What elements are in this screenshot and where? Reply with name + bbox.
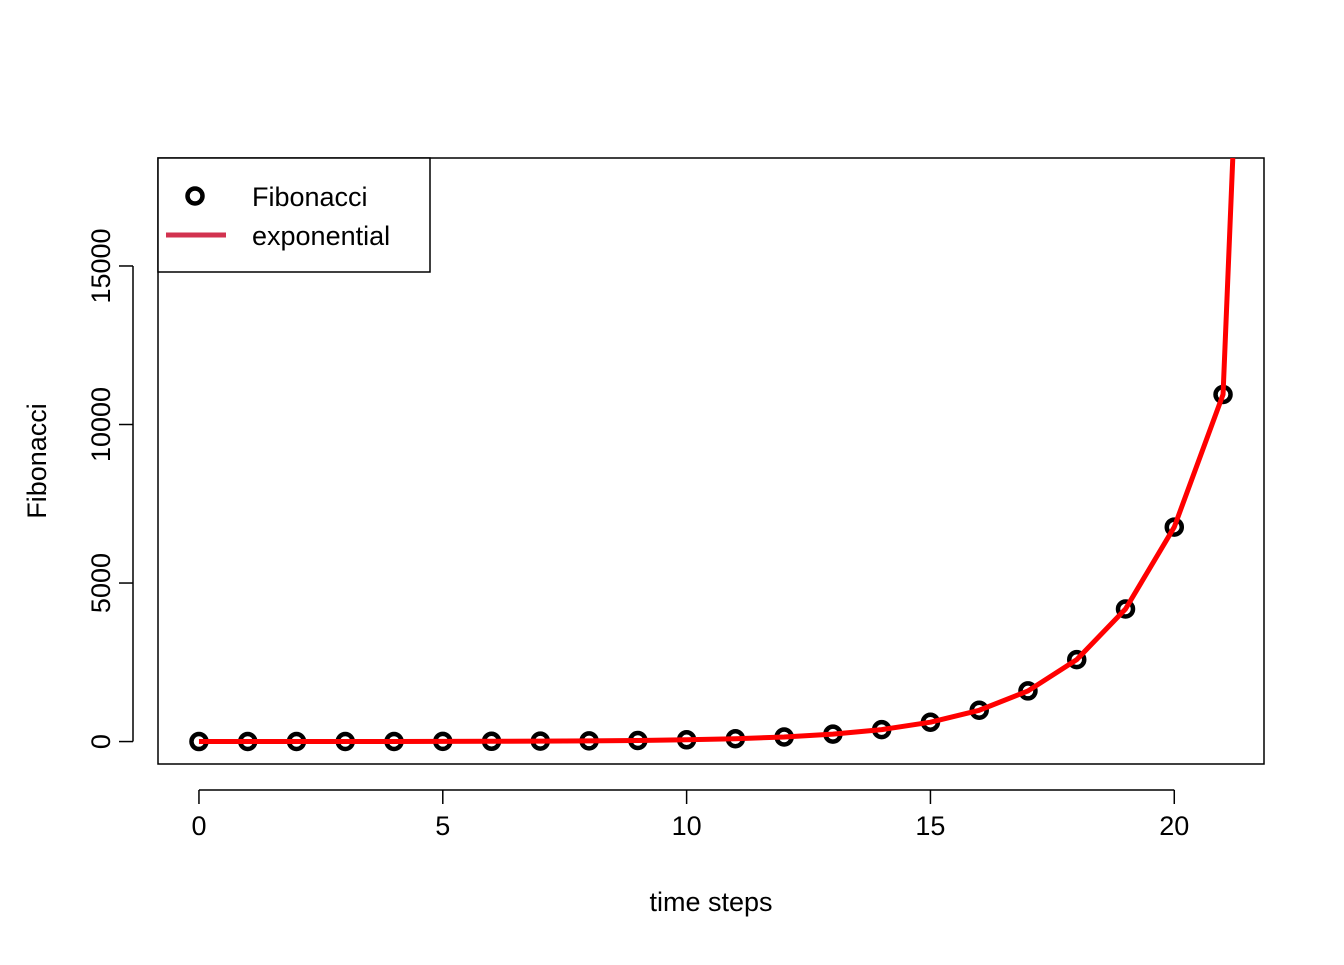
- x-tick-label: 15: [915, 811, 945, 841]
- y-tick-label: 10000: [86, 387, 116, 462]
- x-tick-label: 5: [435, 811, 450, 841]
- fibonacci-points: [189, 384, 1233, 752]
- x-axis-title: time steps: [649, 887, 772, 917]
- x-tick-label: 0: [191, 811, 206, 841]
- fibonacci-point: [1115, 599, 1136, 619]
- exponential-line: [198, 158, 1236, 745]
- x-tick-label: 20: [1159, 811, 1189, 841]
- legend-exponential-label: exponential: [252, 221, 390, 251]
- legend-fibonacci-label: Fibonacci: [252, 182, 368, 212]
- fibonacci-point: [1066, 649, 1087, 670]
- y-tick-label: 5000: [86, 553, 116, 613]
- fibonacci-point: [1018, 681, 1038, 701]
- x-tick-label: 10: [672, 811, 702, 841]
- legend: Fibonacci exponential: [157, 157, 431, 273]
- fibonacci-point: [1164, 517, 1185, 537]
- y-axis-title: Fibonacci: [22, 403, 52, 519]
- legend-fibonacci-symbol: [185, 186, 205, 206]
- y-tick-label: 15000: [86, 228, 116, 303]
- plot-frame: [157, 157, 1265, 765]
- legend-box: [157, 157, 431, 273]
- y-tick-label: 0: [86, 734, 116, 749]
